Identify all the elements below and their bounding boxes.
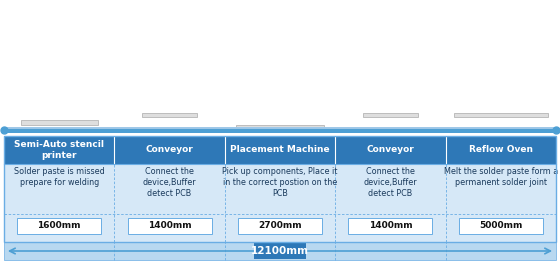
Bar	[21, 120, 98, 125]
Bar	[236, 125, 324, 131]
Text: 1400mm: 1400mm	[148, 222, 192, 230]
Text: Solder paste is missed
prepare for welding: Solder paste is missed prepare for weldi…	[14, 167, 105, 187]
Bar	[363, 113, 418, 117]
Bar	[142, 113, 197, 117]
Bar	[254, 243, 306, 259]
Bar	[238, 218, 322, 234]
Bar	[348, 218, 432, 234]
Text: Connect the
device,Buffer
detect PCB: Connect the device,Buffer detect PCB	[143, 167, 197, 198]
Text: Pick up components, Place it
in the correct postion on the
PCB: Pick up components, Place it in the corr…	[222, 167, 338, 198]
Text: 1600mm: 1600mm	[38, 222, 81, 230]
Bar	[4, 136, 556, 242]
Bar	[4, 131, 556, 133]
Bar	[4, 136, 556, 164]
Text: Conveyor: Conveyor	[367, 146, 414, 155]
Bar	[17, 218, 101, 234]
Text: Connect the
device,Buffer
detect PCB: Connect the device,Buffer detect PCB	[363, 167, 417, 198]
Bar	[4, 242, 556, 260]
Bar	[4, 136, 556, 242]
Text: Conveyor: Conveyor	[146, 146, 193, 155]
Text: 12100mm: 12100mm	[251, 246, 309, 256]
Bar	[459, 218, 543, 234]
Text: Melt the solder paste form a
permanent solder joint: Melt the solder paste form a permanent s…	[444, 167, 558, 187]
Text: 1400mm: 1400mm	[368, 222, 412, 230]
Text: Placement Machine: Placement Machine	[230, 146, 330, 155]
Text: 2700mm: 2700mm	[258, 222, 302, 230]
Text: Reflow Oven: Reflow Oven	[469, 146, 533, 155]
Bar	[128, 218, 212, 234]
Text: Semi-Auto stencil
printer: Semi-Auto stencil printer	[14, 140, 104, 160]
Bar	[454, 113, 548, 117]
Bar	[4, 127, 556, 129]
Text: 5000mm: 5000mm	[479, 222, 522, 230]
